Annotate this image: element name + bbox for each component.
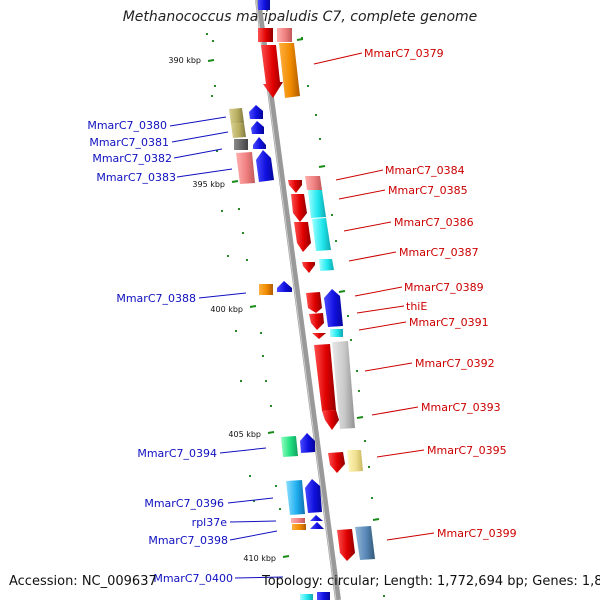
gene-mmarc7-0395[interactable] <box>328 450 363 473</box>
gene-mmarc7-0385[interactable] <box>291 190 326 222</box>
dotted-ruler-left <box>206 33 281 510</box>
gene-mmarc7-0392[interactable] <box>314 341 355 429</box>
label-mmarc7-0398[interactable]: MmarC7_0398 <box>148 534 228 547</box>
gene-mmarc7-0399[interactable] <box>337 526 375 561</box>
genome-title: Methanococcus maripaludis C7, complete g… <box>122 9 478 25</box>
genome-stats-text: Topology: circular; Length: 1,772,694 bp… <box>262 574 600 589</box>
gene-mmarc7-0387[interactable] <box>302 259 334 273</box>
label-mmarc7-0391[interactable]: MmarC7_0391 <box>409 316 489 329</box>
label-rpl37e[interactable]: rpl37e <box>192 516 228 529</box>
label-mmarc7-0380[interactable]: MmarC7_0380 <box>87 119 167 132</box>
label-mmarc7-0379[interactable]: MmarC7_0379 <box>364 47 444 60</box>
gene-top-features[interactable] <box>258 0 292 42</box>
right-leader-lines <box>313 52 435 541</box>
label-mmarc7-0399[interactable]: MmarC7_0399 <box>437 527 517 540</box>
gene-mmarc7-0394[interactable] <box>281 433 315 457</box>
label-mmarc7-0385[interactable]: MmarC7_0385 <box>388 184 468 197</box>
gene-mmarc7-0379[interactable] <box>261 43 300 98</box>
label-mmarc7-0393[interactable]: MmarC7_0393 <box>421 401 501 414</box>
scale-label-400: 400 kbp <box>210 305 243 314</box>
gene-mmarc7-0388[interactable] <box>259 281 292 295</box>
gene-mmarc7-0389[interactable] <box>306 289 343 327</box>
gene-mmarc7-0396[interactable] <box>286 479 322 515</box>
accession-text: Accession: NC_009637 <box>9 574 157 589</box>
gene-mmarc7-0393[interactable] <box>322 410 339 430</box>
label-mmarc7-0394[interactable]: MmarC7_0394 <box>137 447 217 460</box>
label-mmarc7-0383[interactable]: MmarC7_0383 <box>96 171 176 184</box>
kbp-ticks <box>207 38 380 558</box>
gene-rpl37e[interactable] <box>291 515 323 523</box>
scale-label-405: 405 kbp <box>228 430 261 439</box>
gene-thie[interactable] <box>309 313 324 330</box>
label-mmarc7-0386[interactable]: MmarC7_0386 <box>394 216 474 229</box>
scale-label-410: 410 kbp <box>243 554 276 563</box>
gene-mmarc7-0381[interactable] <box>231 121 264 138</box>
label-mmarc7-0395[interactable]: MmarC7_0395 <box>427 444 507 457</box>
gene-mmarc7-0380[interactable] <box>229 105 263 124</box>
scale-label-395: 395 kbp <box>192 180 225 189</box>
gene-mmarc7-0382[interactable] <box>234 137 266 150</box>
gene-mmarc7-0386[interactable] <box>294 218 331 252</box>
label-mmarc7-0384[interactable]: MmarC7_0384 <box>385 164 465 177</box>
label-mmarc7-0389[interactable]: MmarC7_0389 <box>404 281 484 294</box>
gene-mmarc7-0391[interactable] <box>312 329 343 339</box>
scale-label-390: 390 kbp <box>168 56 201 65</box>
genome-backbone <box>255 0 341 600</box>
gene-mmarc7-0383[interactable] <box>236 150 274 184</box>
left-leader-lines <box>169 116 284 579</box>
gene-mmarc7-0398[interactable] <box>292 522 324 530</box>
label-thie[interactable]: thiE <box>406 300 427 313</box>
label-mmarc7-0400[interactable]: MmarC7_0400 <box>153 572 233 585</box>
label-mmarc7-0387[interactable]: MmarC7_0387 <box>399 246 479 259</box>
gene-bottom-features[interactable] <box>300 592 330 600</box>
dotted-ruler-right <box>301 37 385 597</box>
label-mmarc7-0392[interactable]: MmarC7_0392 <box>415 357 495 370</box>
label-mmarc7-0388[interactable]: MmarC7_0388 <box>116 292 196 305</box>
gene-mmarc7-0384[interactable] <box>288 176 322 193</box>
label-mmarc7-0382[interactable]: MmarC7_0382 <box>92 152 172 165</box>
label-mmarc7-0381[interactable]: MmarC7_0381 <box>89 136 169 149</box>
label-mmarc7-0396[interactable]: MmarC7_0396 <box>144 497 224 510</box>
